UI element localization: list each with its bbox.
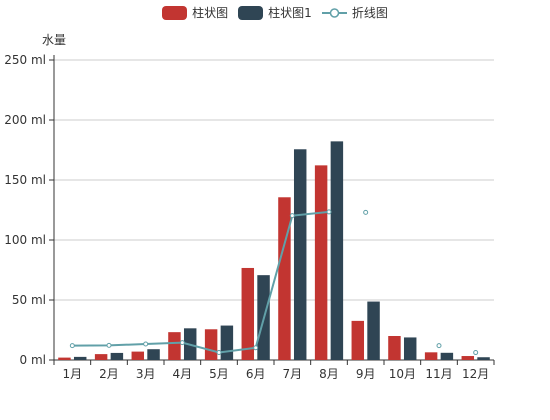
- x-tick-label: 8月: [319, 367, 339, 381]
- y-tick-label: 100 ml: [4, 233, 46, 247]
- legend-swatch-bar-series: [162, 5, 188, 20]
- x-tick-label: 4月: [173, 367, 193, 381]
- bar-series-1-bar: [330, 141, 344, 360]
- legend-swatch-line-series: [321, 7, 347, 18]
- y-tick-label: 150 ml: [4, 173, 46, 187]
- legend: 柱状图 柱状图1 折线图: [0, 4, 550, 21]
- bar-series-bar: [94, 354, 108, 360]
- bar-series-bar: [204, 329, 218, 360]
- bar-series-bar: [58, 357, 71, 360]
- y-tick-label: 50 ml: [12, 293, 46, 307]
- legend-label-bar-series-1: 柱状图1: [268, 6, 312, 20]
- x-tick-label: 11月: [425, 367, 452, 381]
- bar-series-1-bar: [440, 352, 454, 360]
- x-tick-label: 10月: [389, 367, 416, 381]
- bar-series-1-bar: [147, 349, 160, 360]
- x-tick-label: 12月: [462, 367, 489, 381]
- x-tick-label: 3月: [136, 367, 156, 381]
- line-series-point: [326, 209, 332, 215]
- line-series-path: [72, 210, 330, 354]
- bar-series-bar: [461, 356, 475, 360]
- x-tick-label: 5月: [209, 367, 229, 381]
- bar-series-bar: [388, 336, 401, 360]
- y-axis-title: 水量: [42, 33, 67, 47]
- legend-swatch-bar-series-1: [238, 5, 264, 20]
- line-series-point: [69, 343, 75, 349]
- line-series-point: [473, 350, 479, 356]
- line-series-point: [143, 341, 149, 347]
- bar-series-bar: [241, 267, 255, 360]
- y-tick-label: 250 ml: [4, 53, 46, 67]
- bar-series-bar: [278, 197, 291, 360]
- x-tick-label: 7月: [283, 367, 303, 381]
- line-series-point: [253, 345, 259, 351]
- line-series-point: [216, 349, 222, 355]
- bar-series-bar: [351, 320, 365, 360]
- x-tick-label: 6月: [246, 367, 266, 381]
- bar-series-1-bar: [220, 325, 234, 360]
- line-series-point: [363, 209, 369, 215]
- bar-series-bar: [168, 332, 181, 360]
- y-tick-label: 0 ml: [20, 353, 46, 367]
- line-series-point: [436, 343, 442, 349]
- bar-series-bar: [131, 351, 145, 360]
- bar-series-1-bar: [293, 149, 307, 360]
- legend-label-bar-series: 柱状图: [192, 6, 229, 20]
- x-tick-label: 1月: [63, 367, 83, 381]
- line-series-point: [289, 213, 295, 219]
- legend-label-line-series: 折线图: [351, 6, 388, 20]
- bar-series-bar: [314, 165, 328, 360]
- legend-item-line-series[interactable]: 折线图: [321, 4, 388, 21]
- line-series-point: [106, 342, 112, 348]
- bar-series-bar: [424, 352, 438, 360]
- line-series-point: [179, 340, 185, 346]
- bar-series-1-bar: [477, 357, 490, 360]
- x-tick-label: 2月: [99, 367, 119, 381]
- y-tick-label: 200 ml: [4, 113, 46, 127]
- bar-series-1-bar: [367, 301, 380, 360]
- bar-series-1-bar: [110, 352, 124, 360]
- bar-series-1-bar: [403, 337, 417, 360]
- x-tick-label: 9月: [356, 367, 376, 381]
- bar-series-1-bar: [73, 356, 87, 360]
- legend-item-bar-series[interactable]: 柱状图: [162, 4, 228, 21]
- legend-item-bar-series-1[interactable]: 柱状图1: [238, 4, 312, 21]
